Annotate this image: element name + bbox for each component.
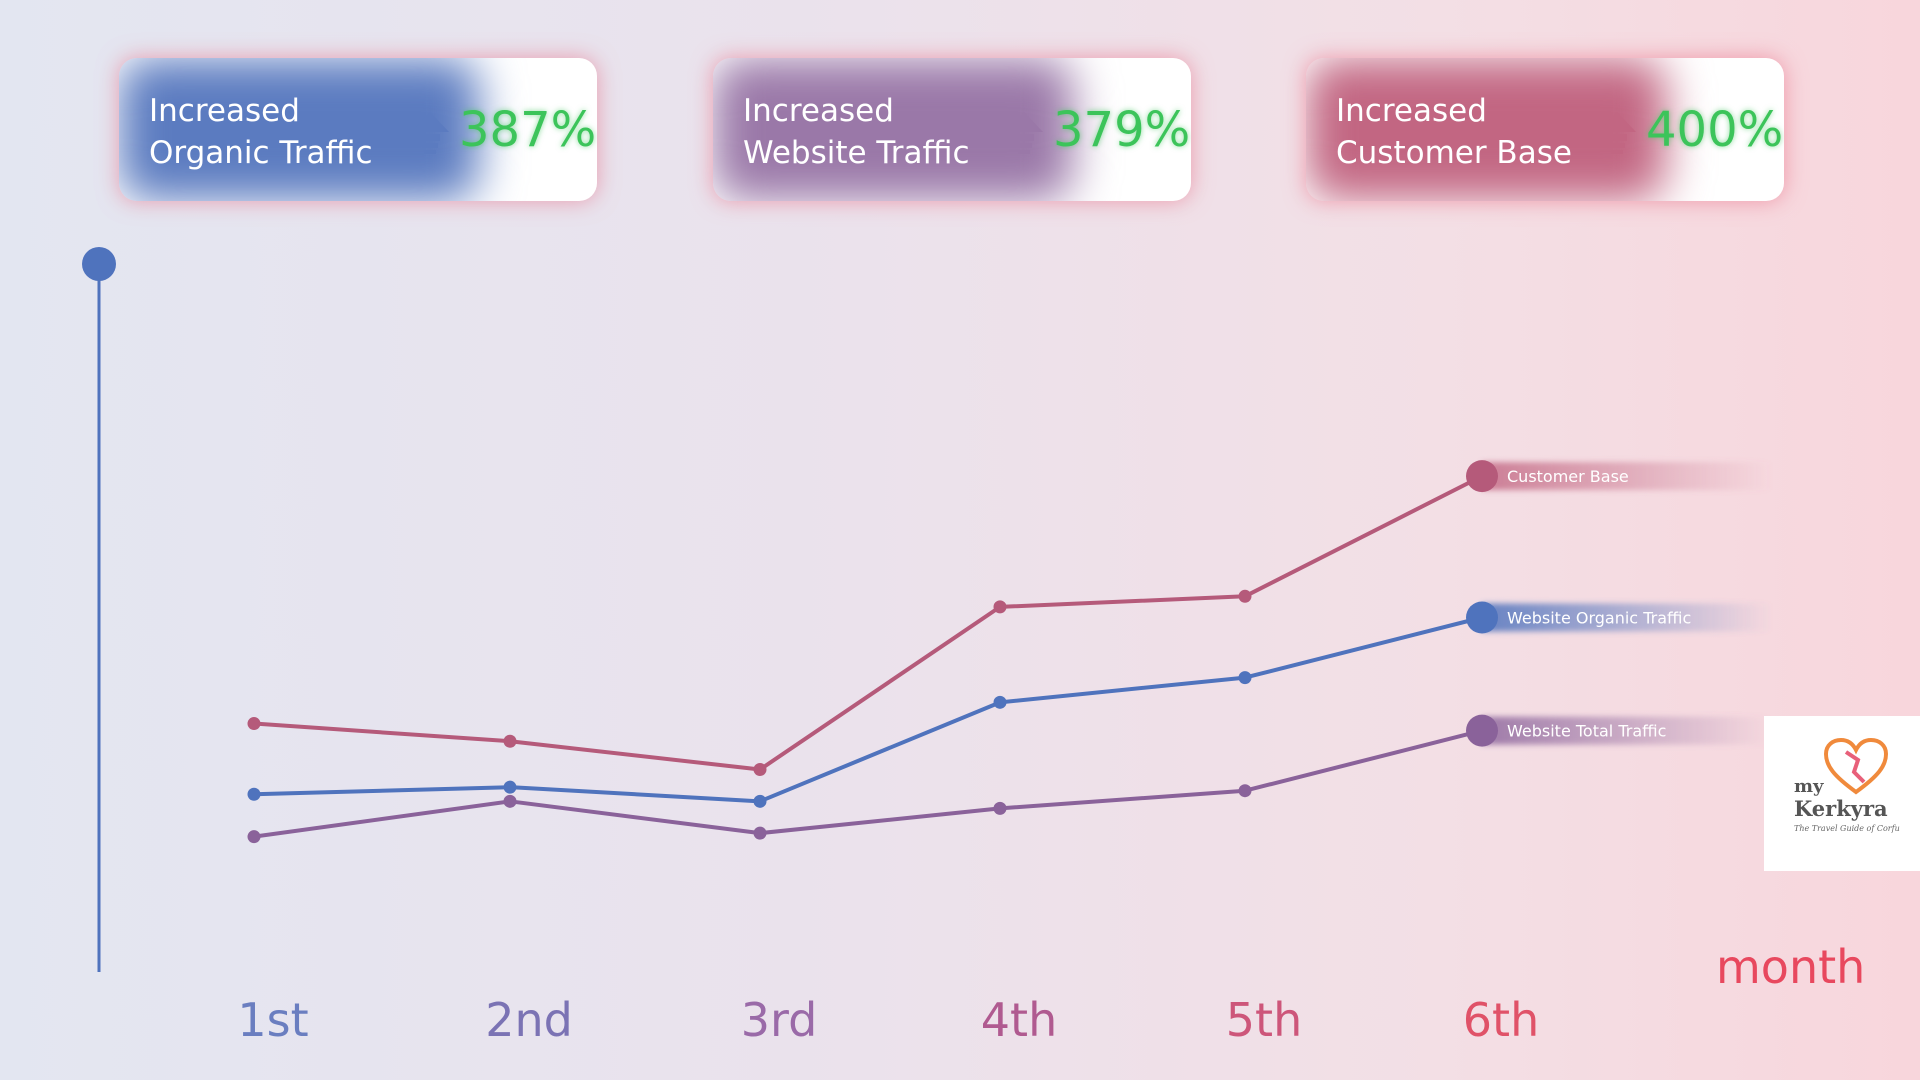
up-arrow-icon bbox=[411, 112, 449, 154]
card-label: Increased Organic Traffic bbox=[149, 93, 373, 171]
data-point bbox=[753, 826, 767, 840]
up-arrow-icon bbox=[1598, 112, 1636, 154]
series-line bbox=[253, 728, 1483, 839]
x-tick-label: 6th bbox=[1463, 993, 1539, 1047]
card-label: Increased Website Traffic bbox=[743, 93, 970, 171]
series-label-band bbox=[1482, 603, 1772, 632]
series-end-point bbox=[1466, 460, 1498, 493]
series-line bbox=[253, 615, 1483, 804]
data-point bbox=[503, 780, 517, 794]
data-point bbox=[503, 734, 517, 748]
card-label: Increased Customer Base bbox=[1336, 93, 1572, 171]
series-label-band bbox=[1482, 462, 1772, 491]
data-point bbox=[993, 801, 1007, 815]
up-arrow-icon bbox=[1005, 112, 1043, 154]
series-lines: Customer Base Website Organic Traffic Webs… bbox=[247, 460, 1691, 844]
card-value: 379% bbox=[1053, 102, 1191, 158]
data-point bbox=[503, 794, 517, 808]
data-point bbox=[753, 763, 767, 777]
card-website-traffic: Increased Website Traffic 379% bbox=[713, 58, 1191, 201]
y-axis-cap bbox=[82, 247, 116, 281]
card-value: 400% bbox=[1646, 102, 1784, 158]
series-end-point bbox=[1466, 714, 1498, 747]
card-value: 387% bbox=[459, 102, 597, 158]
series-label: Website Total Traffic bbox=[1507, 722, 1666, 741]
chart-axes bbox=[82, 247, 1672, 973]
logo-text-my: my bbox=[1794, 776, 1824, 797]
data-point bbox=[247, 717, 261, 731]
logo-text-kerkyra: Kerkyra bbox=[1794, 796, 1888, 821]
series-label-band bbox=[1482, 716, 1772, 745]
data-point bbox=[1238, 671, 1252, 685]
series-end-point bbox=[1466, 601, 1498, 634]
series-label: Customer Base bbox=[1507, 467, 1629, 486]
series-label: Website Organic Traffic bbox=[1507, 609, 1691, 628]
card-organic-traffic: Increased Organic Traffic 387% bbox=[119, 58, 597, 201]
data-point bbox=[993, 695, 1007, 709]
x-tick-label: 5th bbox=[1226, 993, 1302, 1047]
x-axis-label: month bbox=[1716, 940, 1865, 994]
card-customer-base: Increased Customer Base 400% bbox=[1306, 58, 1784, 201]
logo-tagline: The Travel Guide of Corfu bbox=[1794, 824, 1900, 833]
x-tick-label: 4th bbox=[981, 993, 1057, 1047]
heart-logo-icon bbox=[1824, 738, 1888, 795]
data-point bbox=[993, 600, 1007, 614]
data-point bbox=[1238, 784, 1252, 798]
x-tick-label: 1st bbox=[237, 993, 308, 1047]
x-tick-labels: 1st 2nd 3rd 4th 5th 6th bbox=[237, 993, 1539, 1047]
data-point bbox=[1238, 589, 1252, 603]
data-point bbox=[247, 830, 261, 844]
series-line bbox=[253, 474, 1483, 772]
series-label-bands bbox=[1482, 462, 1772, 745]
data-point bbox=[247, 787, 261, 801]
data-point bbox=[753, 794, 767, 808]
x-tick-label: 3rd bbox=[741, 993, 818, 1047]
brand-logo: my Kerkyra The Travel Guide of Corfu bbox=[1764, 716, 1920, 871]
x-tick-label: 2nd bbox=[485, 993, 573, 1047]
